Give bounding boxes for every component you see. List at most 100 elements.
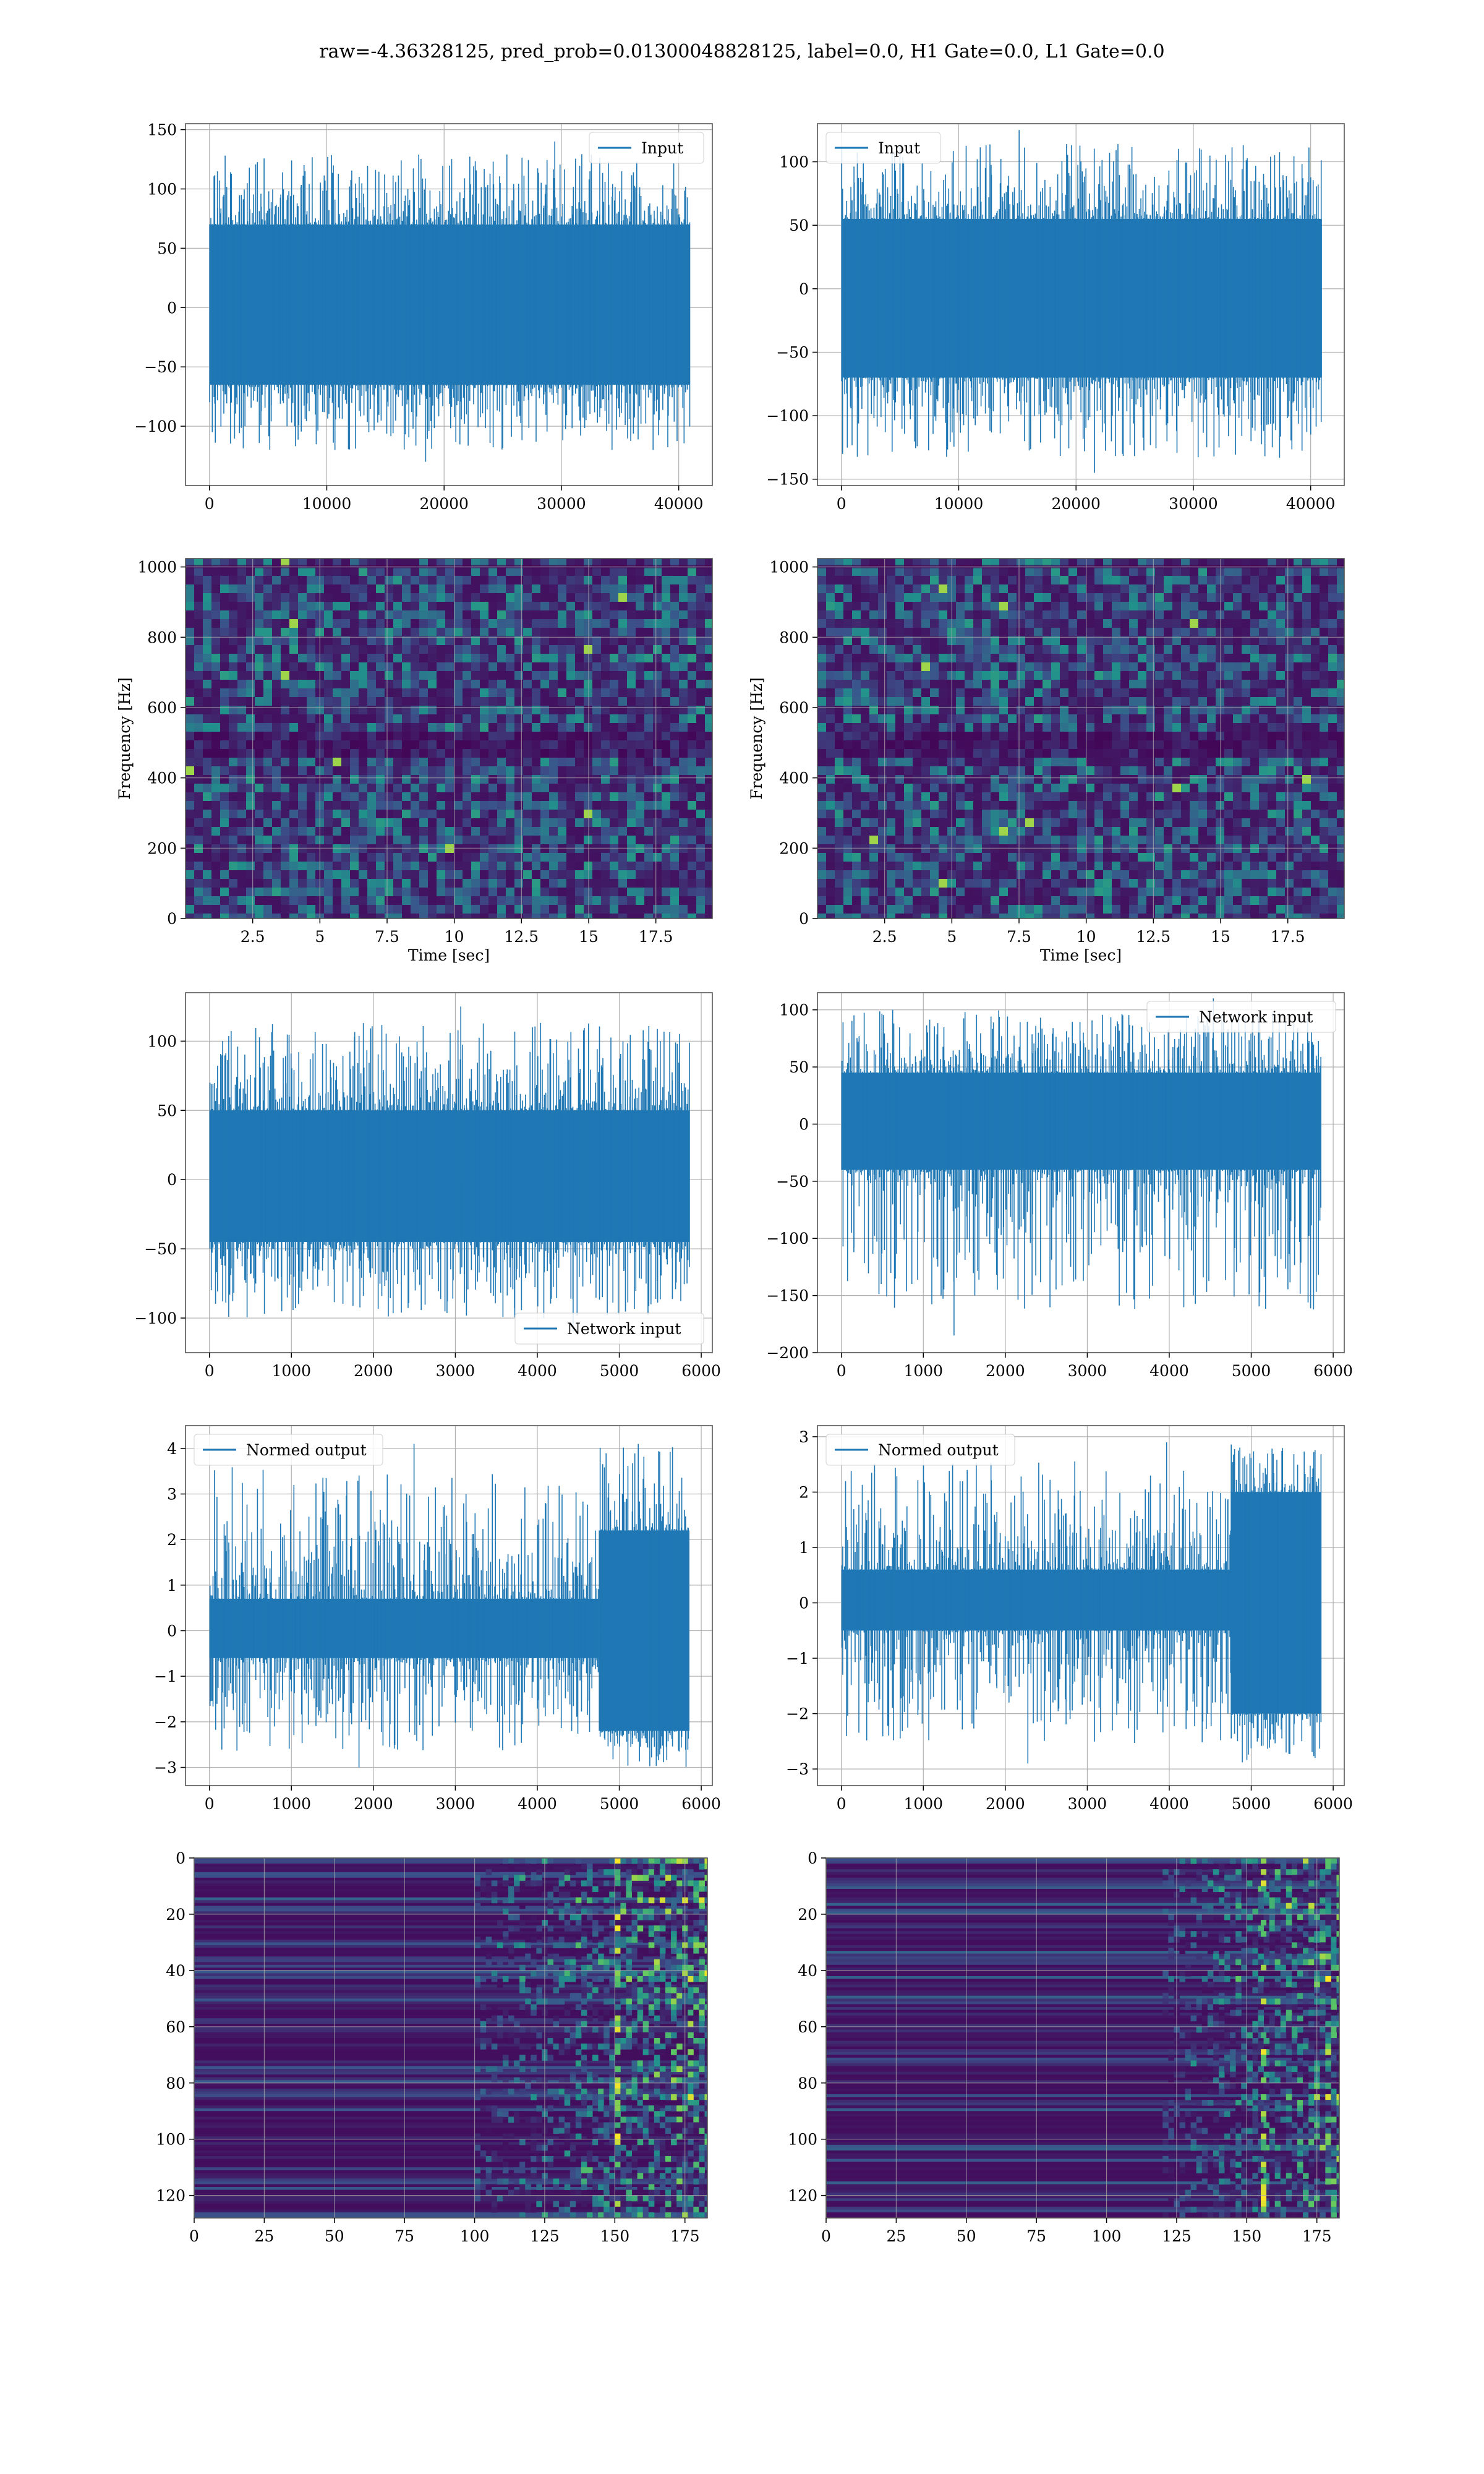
- y-tick-label: 100: [788, 2131, 817, 2149]
- y-tick-label: 20: [798, 1906, 817, 1924]
- y-tick-label: 1000: [769, 559, 809, 576]
- chart-row5-right: 0 25 50 75 100 125 150 175 0 20 40 60 80 100 120: [788, 1849, 1340, 2245]
- y-tick-label: 50: [789, 216, 809, 234]
- y-axis-label: Frequency [Hz]: [116, 677, 134, 800]
- x-tick-label: 6000: [681, 1795, 721, 1813]
- y-tick-label: 50: [789, 1058, 809, 1076]
- y-tick-label: 2: [799, 1483, 809, 1501]
- y-tick-label: 60: [166, 2018, 186, 2036]
- y-tick-label: 80: [166, 2074, 186, 2092]
- chart-row1-right: Input 0 10000 20000 30000 40000 −150 −100 −50 0 50…: [766, 123, 1345, 513]
- y-tick-label: 3: [167, 1486, 177, 1504]
- x-tick-label: 12.5: [1136, 928, 1171, 946]
- x-tick-label: 100: [1092, 2227, 1122, 2245]
- y-tick-label: −100: [766, 407, 809, 425]
- y-tick-label: −100: [134, 417, 177, 435]
- x-tick-label: 4000: [518, 1362, 557, 1380]
- y-tick-label: 60: [798, 2018, 817, 2036]
- legend-label: Network input: [567, 1320, 681, 1338]
- plot-frame: [185, 992, 713, 1353]
- series-line: [841, 998, 1322, 1336]
- x-tick-label: 7.5: [375, 928, 399, 946]
- legend-label: Input: [641, 139, 683, 157]
- heatmap-cells: [826, 1858, 1339, 2218]
- y-tick-label: 100: [147, 1032, 177, 1050]
- x-tick-label: 15: [579, 928, 599, 946]
- y-tick-label: 2: [167, 1531, 177, 1549]
- x-tick-label: 0: [821, 2227, 831, 2245]
- x-tick-label: 40000: [654, 495, 704, 513]
- x-tick-label: 5000: [600, 1362, 639, 1380]
- y-tick-label: 50: [157, 239, 177, 257]
- x-tick-label: 10000: [302, 495, 352, 513]
- plot-frame: [817, 1425, 1345, 1786]
- plot-frame: [825, 1857, 1340, 2219]
- x-tick-label: 3000: [1068, 1795, 1107, 1813]
- x-tick-label: 20000: [1051, 495, 1101, 513]
- y-tick-label: 0: [808, 1849, 817, 1867]
- plot-frame: [185, 558, 713, 919]
- x-tick-label: 5000: [1232, 1795, 1271, 1813]
- x-tick-label: 50: [957, 2227, 976, 2245]
- y-tick-label: 800: [147, 628, 177, 646]
- y-tick-label: 20: [166, 1906, 186, 1924]
- heatmap-cells: [194, 1858, 707, 2218]
- x-tick-label: 5000: [1232, 1362, 1271, 1380]
- x-tick-label: 0: [205, 1795, 215, 1813]
- x-tick-label: 0: [205, 1362, 215, 1380]
- x-tick-label: 1000: [903, 1795, 943, 1813]
- x-tick-label: 0: [837, 1795, 846, 1813]
- plot-frame: [817, 992, 1345, 1353]
- x-tick-label: 2.5: [872, 928, 897, 946]
- heatmap-cells: [186, 559, 712, 918]
- y-tick-label: −50: [776, 343, 809, 361]
- x-tick-label: 5000: [600, 1795, 639, 1813]
- y-tick-label: −50: [776, 1173, 809, 1191]
- series-line: [209, 1444, 690, 1768]
- y-tick-label: 120: [156, 2187, 186, 2205]
- y-tick-label: −150: [766, 471, 809, 489]
- y-tick-label: 400: [779, 769, 809, 787]
- y-tick-label: 0: [799, 1115, 809, 1133]
- x-tick-label: 2000: [354, 1795, 393, 1813]
- series-line: [209, 141, 691, 462]
- y-tick-label: 0: [799, 910, 809, 928]
- x-tick-label: 25: [886, 2227, 906, 2245]
- y-tick-label: −3: [154, 1759, 177, 1777]
- chart-row5-left: 0 25 50 75 100 125 150 175 0 20 40 60 80 100 120: [156, 1849, 708, 2245]
- y-tick-label: 100: [779, 153, 809, 171]
- y-axis-label: Frequency [Hz]: [748, 677, 765, 800]
- y-tick-label: −150: [766, 1287, 809, 1305]
- x-tick-label: 175: [670, 2227, 700, 2245]
- chart-row2-left: 2.5 5 7.5 10 12.5 15 17.5 0 200 400 600 800 1000 Time…: [116, 558, 713, 964]
- x-tick-label: 2.5: [241, 928, 265, 946]
- y-tick-label: −200: [766, 1344, 809, 1362]
- x-tick-label: 1000: [271, 1362, 311, 1380]
- x-tick-label: 50: [325, 2227, 344, 2245]
- x-tick-label: 100: [460, 2227, 490, 2245]
- plot-frame: [185, 123, 713, 486]
- y-tick-label: 0: [167, 910, 177, 928]
- x-tick-label: 30000: [537, 495, 586, 513]
- y-tick-label: 0: [167, 1622, 177, 1640]
- y-tick-label: 600: [147, 699, 177, 717]
- x-tick-label: 10: [445, 928, 464, 946]
- y-tick-label: 400: [147, 769, 177, 787]
- y-tick-label: 120: [788, 2187, 817, 2205]
- series-line: [841, 1442, 1322, 1764]
- x-tick-label: 15: [1211, 928, 1230, 946]
- x-tick-label: 125: [1162, 2227, 1192, 2245]
- y-tick-label: 100: [156, 2131, 186, 2149]
- x-tick-label: 0: [837, 1362, 846, 1380]
- chart-row2-right: 2.5 5 7.5 10 12.5 15 17.5 0 200 400 600 800 1000 Time…: [748, 558, 1345, 964]
- x-tick-label: 4000: [1149, 1362, 1189, 1380]
- legend: Network input: [1146, 1001, 1336, 1033]
- figure-title: raw=-4.36328125, pred_prob=0.01300048828…: [319, 41, 1165, 62]
- y-tick-label: −1: [154, 1667, 177, 1685]
- legend: Network input: [514, 1312, 704, 1345]
- x-tick-label: 0: [205, 495, 215, 513]
- y-tick-label: −50: [144, 1240, 177, 1258]
- x-tick-label: 5: [947, 928, 957, 946]
